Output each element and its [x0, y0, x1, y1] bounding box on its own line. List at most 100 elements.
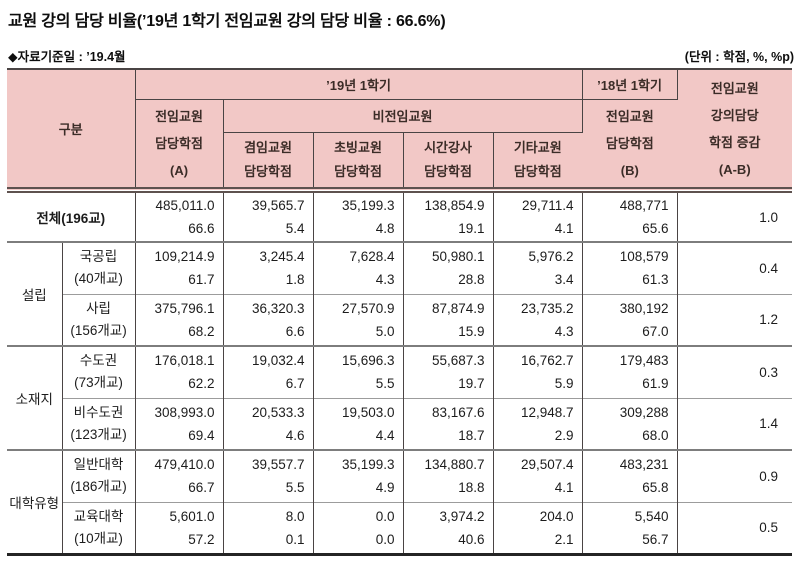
pct-value: 61.9	[642, 376, 669, 392]
credit-value: 16,762.7	[520, 353, 574, 369]
cell-gu-other: 29,507.4 4.1	[493, 449, 583, 502]
cell-total-adjunct: 39,565.7 5.4	[223, 190, 314, 242]
cell-np-b: 108,579 61.3	[582, 241, 678, 294]
credit-value: 138,854.9	[424, 198, 485, 213]
category-name: 교육대학	[73, 508, 124, 524]
pct-value: 66.7	[188, 480, 215, 496]
credit-value: 3,974.2	[439, 508, 485, 524]
pct-value: 4.3	[375, 272, 395, 288]
pct-value: 56.7	[642, 531, 669, 547]
pct-value: 5.0	[375, 323, 395, 339]
school-count: (186개교)	[70, 479, 127, 495]
cell-nm-other: 12,948.7 2.9	[493, 397, 583, 450]
group-label-region: 소재지	[7, 345, 63, 450]
credit-value: 109,214.9	[154, 249, 215, 265]
cell-mt-a: 176,018.1 62.2	[135, 345, 224, 398]
cell-pr-adjunct: 36,320.3 6.6	[223, 293, 314, 346]
header-gubun: 구분	[7, 68, 136, 193]
pct-value: 4.4	[375, 427, 395, 443]
school-count: (73개교)	[74, 375, 123, 391]
credit-value: 8.0	[285, 508, 305, 524]
cell-mt-adjunct: 19,032.4 6.7	[223, 345, 314, 398]
cell-mt-b: 179,483 61.9	[582, 345, 678, 398]
cell-nm-invited: 19,503.0 4.4	[313, 397, 404, 450]
cell-mt-diff: 0.3	[677, 345, 793, 398]
row-private: 사립 (156개교) 375,796.1 68.2 36,320.3 6.6 27,5…	[7, 293, 793, 346]
header-other: 기타교원 담당학점	[493, 132, 583, 193]
credit-value: 29,507.4	[520, 457, 574, 473]
pct-value: 68.2	[188, 323, 215, 339]
school-count: (123개교)	[70, 426, 127, 442]
header-diff-line: 학점 증감	[709, 134, 761, 150]
header-diff-a-minus-b: 전임교원 강의담당 학점 증감 (A-B)	[677, 68, 793, 193]
cell-nm-adjunct: 20,533.3 4.6	[223, 397, 314, 450]
header-other-line: 담당학점	[513, 163, 562, 179]
row-national-public: 설립 국공립 (40개교) 109,214.9 61.7 3,245.4 1.8 7,…	[7, 241, 793, 346]
school-count: (156개교)	[70, 322, 127, 338]
pct-value: 40.6	[458, 531, 485, 547]
credit-value: 479,410.0	[154, 457, 215, 473]
credit-value: 375,796.1	[154, 300, 215, 316]
pct-value: 6.7	[285, 376, 305, 392]
cell-np-parttime: 50,980.1 28.8	[403, 241, 494, 294]
cell-total-a: 485,011.0 66.6	[135, 190, 224, 242]
header-b-line: 전임교원	[605, 108, 654, 124]
group-label-university-type: 대학유형	[7, 449, 63, 554]
header-a-line: 전임교원	[155, 108, 203, 124]
cell-eu-other: 204.0 2.1	[493, 501, 583, 554]
credit-value: 29,711.4	[521, 198, 574, 213]
cell-total-diff: 1.0	[759, 209, 779, 225]
unit-note: (단위 : 학점, %, %p)	[684, 50, 794, 64]
header-diff-line: (A-B)	[718, 161, 751, 177]
credit-value: 204.0	[539, 508, 574, 524]
cell-eu-diff: 0.5	[677, 501, 793, 554]
row-label-general-university: 일반대학 (186개교)	[62, 449, 136, 502]
credit-value: 485,011.0	[155, 198, 215, 213]
school-count: (10개교)	[74, 530, 123, 546]
pct-value: 5.4	[285, 221, 305, 236]
school-count: (40개교)	[74, 271, 123, 287]
pct-value: 4.3	[554, 323, 574, 339]
pct-value: 69.4	[188, 427, 215, 443]
cell-pr-diff: 1.2	[677, 293, 793, 346]
pct-value: 2.9	[554, 427, 574, 443]
credit-value: 19,032.4	[251, 353, 305, 369]
header-other-line: 기타교원	[513, 139, 562, 155]
category-name: 일반대학	[73, 457, 124, 473]
cell-nm-parttime: 83,167.6 18.7	[403, 397, 494, 450]
header-parttime-line: 시간강사	[424, 139, 472, 155]
cell-pr-parttime: 87,874.9 15.9	[403, 293, 494, 346]
header-fulltime-b: 전임교원 담당학점 (B)	[582, 99, 678, 193]
cell-gu-diff: 0.9	[677, 449, 793, 502]
credit-value: 87,874.9	[431, 300, 485, 316]
credit-value: 176,018.1	[154, 353, 215, 369]
pct-value: 1.8	[285, 272, 305, 288]
header-parttime-line: 담당학점	[424, 163, 472, 179]
header-adjunct-line: 담당학점	[244, 163, 292, 179]
header-diff-line: 전임교원	[710, 80, 759, 96]
cell-eu-adjunct: 8.0 0.1	[223, 501, 314, 554]
credit-value: 179,483	[619, 353, 669, 369]
cell-np-a: 109,214.9 61.7	[135, 241, 224, 294]
pct-value: 4.8	[375, 221, 395, 236]
group-label-establishment: 설립	[7, 241, 63, 346]
credit-value: 108,579	[619, 249, 669, 265]
credit-value: 39,557.7	[251, 457, 305, 473]
cell-total-invited: 35,199.3 4.8	[313, 190, 404, 242]
cell-total-parttime: 138,854.9 19.1	[403, 190, 494, 242]
row-metropolitan: 소재지 수도권 (73개교) 176,018.1 62.2 19,032.4 6.7 …	[7, 345, 793, 450]
credit-value: 12,948.7	[520, 404, 574, 420]
pct-value: 68.0	[642, 427, 669, 443]
row-total: 전체(196교) 485,011.0 66.6 39,565.7 5.4 35,19…	[7, 190, 792, 242]
pct-value: 65.6	[642, 221, 669, 236]
category-name: 사립	[86, 300, 111, 316]
header-a-line: 담당학점	[155, 135, 203, 151]
pct-value: 2.1	[554, 531, 574, 547]
pct-value: 18.8	[458, 480, 485, 496]
row-label-national-public: 국공립 (40개교)	[62, 241, 136, 294]
credit-value: 15,696.3	[341, 353, 395, 369]
page-title: 교원 강의 담당 비율(’19년 1학기 전임교원 강의 담당 비율 : 66.…	[8, 13, 446, 30]
pct-value: 66.6	[188, 221, 215, 236]
credit-value: 83,167.6	[431, 404, 485, 420]
header-diff-line: 강의담당	[710, 107, 759, 123]
